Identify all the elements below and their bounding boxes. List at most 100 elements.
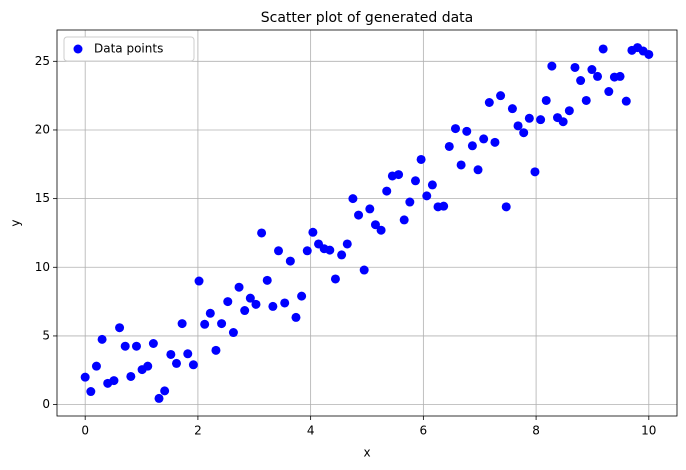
data-point: [365, 204, 375, 214]
data-point: [519, 128, 529, 138]
data-point: [370, 220, 380, 230]
data-point: [223, 297, 233, 307]
data-point: [274, 246, 284, 256]
x-tick-label: 10: [641, 424, 656, 438]
data-point: [234, 282, 244, 292]
data-point: [416, 154, 426, 164]
data-point: [394, 170, 404, 180]
data-point: [490, 137, 500, 147]
x-tick-label: 2: [194, 424, 202, 438]
x-tick-label: 4: [307, 424, 315, 438]
y-tick-label: 0: [42, 397, 50, 411]
y-tick-label: 10: [35, 260, 50, 274]
data-point: [507, 104, 517, 114]
data-point: [501, 202, 511, 212]
data-point: [91, 361, 101, 371]
data-point: [194, 276, 204, 286]
data-point: [211, 345, 221, 355]
data-point: [160, 386, 170, 396]
data-point: [621, 96, 631, 106]
data-point: [262, 275, 272, 285]
data-point: [228, 328, 238, 338]
data-point: [268, 301, 278, 311]
data-point: [558, 117, 568, 127]
data-point: [513, 121, 523, 131]
data-point: [376, 225, 386, 235]
data-point: [148, 338, 158, 348]
x-tick-label: 6: [420, 424, 428, 438]
data-point: [154, 393, 164, 403]
data-point: [86, 387, 96, 397]
data-point: [115, 323, 125, 333]
data-point: [245, 293, 255, 303]
data-point: [399, 215, 409, 225]
data-point: [524, 113, 534, 123]
data-point: [297, 291, 307, 301]
data-point: [348, 194, 358, 204]
data-point: [536, 115, 546, 125]
data-point: [217, 319, 227, 329]
data-point: [570, 62, 580, 72]
data-point: [598, 44, 608, 54]
data-point: [240, 306, 250, 316]
data-point: [257, 228, 267, 238]
x-axis-label: x: [363, 446, 370, 460]
data-point: [337, 250, 347, 260]
data-point: [581, 95, 591, 105]
data-point: [444, 141, 454, 151]
data-point: [576, 76, 586, 86]
legend-label: Data points: [94, 42, 163, 56]
data-point: [450, 124, 460, 134]
y-axis-label: y: [9, 219, 23, 226]
legend-box: [63, 36, 195, 62]
data-point: [143, 361, 153, 371]
data-point: [456, 160, 466, 170]
data-point: [200, 319, 210, 329]
x-tick-label: 8: [532, 424, 540, 438]
data-point: [593, 71, 603, 81]
data-point: [484, 98, 494, 108]
data-point: [120, 341, 130, 351]
data-point: [644, 49, 654, 59]
data-point: [97, 334, 107, 344]
data-point: [405, 197, 415, 207]
data-point: [166, 349, 176, 359]
data-point: [615, 71, 625, 81]
data-point: [126, 371, 136, 381]
data-point: [183, 349, 193, 359]
legend-marker: [73, 44, 83, 54]
chart-title: Scatter plot of generated data: [261, 10, 473, 26]
data-point: [171, 358, 181, 368]
data-point: [604, 87, 614, 97]
data-point: [564, 106, 574, 116]
data-point: [359, 265, 369, 275]
data-point: [188, 360, 198, 370]
data-point: [291, 312, 301, 322]
data-point: [342, 239, 352, 249]
data-point: [330, 274, 340, 284]
data-point: [308, 227, 318, 237]
data-point: [131, 341, 141, 351]
data-point: [251, 299, 261, 309]
data-point: [467, 141, 477, 151]
data-point: [354, 210, 364, 220]
data-point: [462, 126, 472, 136]
data-point: [285, 256, 295, 266]
data-point: [439, 201, 449, 211]
y-tick-label: 15: [35, 191, 50, 205]
data-point: [587, 65, 597, 75]
data-point: [547, 61, 557, 71]
data-point: [177, 319, 187, 329]
data-point: [109, 376, 119, 386]
y-tick-label: 25: [35, 54, 50, 68]
data-point: [541, 95, 551, 105]
data-point: [427, 180, 437, 190]
data-point: [422, 191, 432, 201]
data-point: [410, 176, 420, 186]
x-tick-label: 0: [81, 424, 89, 438]
data-point: [473, 165, 483, 175]
data-point: [205, 308, 215, 318]
data-point: [479, 134, 489, 144]
data-point: [80, 372, 90, 382]
